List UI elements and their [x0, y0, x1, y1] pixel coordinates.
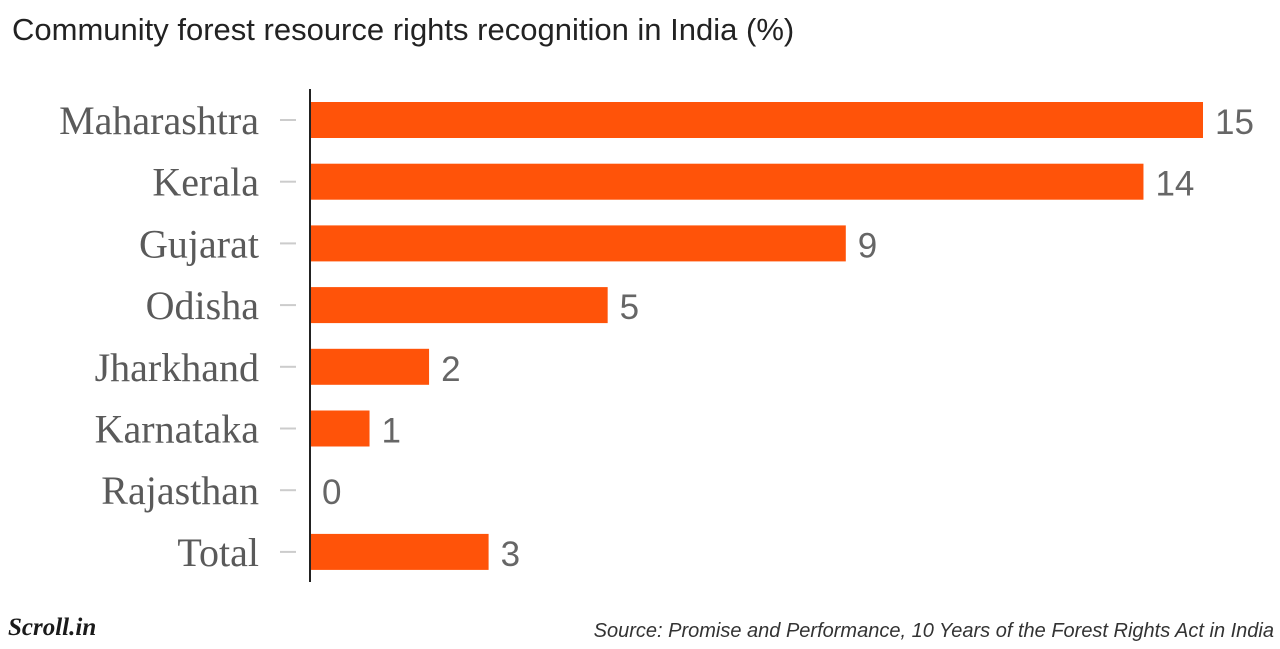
- bar-karnataka: [310, 410, 370, 447]
- category-label-karnataka: Karnataka: [95, 407, 260, 452]
- scroll-logo[interactable]: Scroll.in: [8, 614, 97, 641]
- bar-jharkhand: [310, 348, 430, 385]
- category-label-total: Total: [177, 530, 259, 575]
- value-label-rajasthan: 0: [322, 473, 341, 512]
- category-label-odisha: Odisha: [146, 283, 260, 328]
- value-labels: 15 14 9 5 2 1 0 3: [322, 103, 1254, 574]
- bar-gujarat: [310, 225, 846, 262]
- value-label-total: 3: [501, 535, 520, 574]
- value-label-karnataka: 1: [382, 412, 401, 451]
- value-label-gujarat: 9: [858, 226, 877, 265]
- chart-title: Community forest resource rights recogni…: [12, 12, 795, 47]
- bars-group: [310, 102, 1203, 570]
- source-note: Source: Promise and Performance, 10 Year…: [593, 620, 1274, 642]
- value-label-maharashtra: 15: [1215, 103, 1254, 142]
- value-label-odisha: 5: [620, 288, 639, 327]
- category-label-maharashtra: Maharashtra: [59, 98, 259, 143]
- bar-maharashtra: [310, 102, 1203, 138]
- bar-kerala: [310, 163, 1144, 200]
- category-label-kerala: Kerala: [152, 160, 259, 205]
- category-label-rajasthan: Rajasthan: [101, 468, 259, 513]
- category-label-gujarat: Gujarat: [139, 221, 259, 266]
- bar-odisha: [310, 287, 608, 324]
- category-label-jharkhand: Jharkhand: [95, 345, 259, 390]
- value-label-jharkhand: 2: [441, 350, 460, 389]
- value-label-kerala: 14: [1155, 165, 1194, 204]
- y-axis-ticks: [280, 119, 296, 553]
- bar-chart: Maharashtra Kerala Gujarat Odisha Jharkhand K…: [59, 89, 1254, 582]
- bar-total: [310, 533, 489, 570]
- category-labels: Maharashtra Kerala Gujarat Odisha Jharkhand K…: [59, 98, 259, 575]
